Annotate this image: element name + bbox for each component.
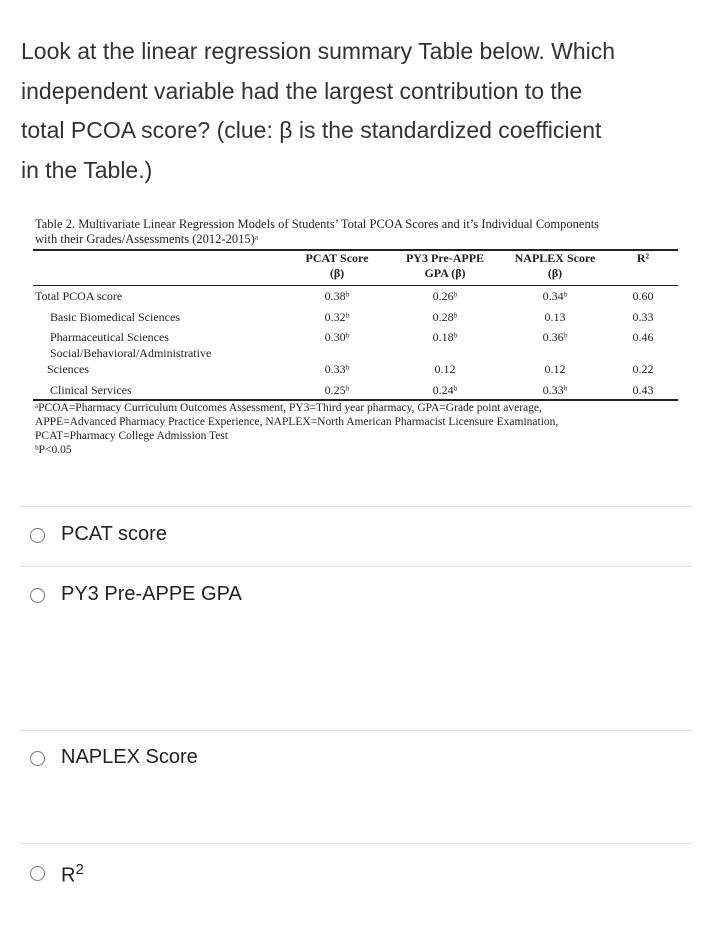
table-cell: 0.34ᵇ [542, 289, 568, 303]
radio-button[interactable] [30, 588, 45, 603]
table-cell: 0.33ᵇ [324, 362, 350, 376]
radio-button[interactable] [30, 751, 45, 766]
table-cell: 0.30ᵇ [324, 330, 350, 344]
column-header: (β) [547, 266, 563, 280]
table-cell: 0.12 [544, 362, 566, 376]
table-cell: 0.26ᵇ [432, 289, 458, 303]
column-header: PY3 Pre-APPE [405, 251, 485, 265]
column-header: NAPLEX Score [514, 251, 596, 265]
column-header: (β) [329, 266, 345, 280]
table-rule [33, 399, 678, 401]
table-cell: 0.28ᵇ [432, 310, 458, 324]
table-cell: 0.13 [544, 310, 566, 324]
question-text: Look at the linear regression summary Ta… [21, 38, 616, 64]
separator [20, 730, 692, 731]
column-header: GPA (β) [424, 266, 466, 280]
table-cell: 0.36ᵇ [542, 330, 568, 344]
table-cell: 0.32ᵇ [324, 310, 350, 324]
row-label: Sciences [47, 362, 89, 376]
column-header: R² [636, 251, 650, 265]
option-text[interactable]: NAPLEX Score [61, 746, 198, 768]
row-label: Pharmaceutical Sciences [50, 330, 169, 344]
table-cell: 0.22 [632, 362, 654, 376]
question-text: in the Table.) [21, 156, 153, 183]
table-caption: with their Grades/Assessments (2012-2015… [35, 232, 259, 246]
radio-button[interactable] [30, 866, 45, 881]
table-cell: 0.33 [632, 310, 654, 324]
option-superscript[interactable]: 2 [75, 861, 84, 878]
table-cell: 0.43 [632, 383, 654, 397]
row-label: Basic Biomedical Sciences [50, 310, 180, 324]
table-cell: 0.38ᵇ [324, 289, 350, 303]
table-cell: 0.25ᵇ [324, 383, 350, 397]
option-text[interactable]: PCAT score [61, 523, 167, 545]
separator [20, 506, 692, 507]
table-footnote: ᵃPCOA=Pharmacy Curriculum Outcomes Asses… [35, 402, 542, 414]
question-text: independent variable had the largest con… [21, 77, 583, 104]
table-cell: 0.46 [632, 330, 654, 344]
table-footnote: PCAT=Pharmacy College Admission Test [35, 430, 228, 442]
table-rule [33, 249, 678, 251]
column-header: PCAT Score [305, 251, 369, 265]
row-label: Clinical Services [50, 383, 132, 397]
separator [20, 566, 692, 567]
answer-option[interactable]: PY3 Pre-APPE GPA [61, 583, 242, 606]
answer-option[interactable]: R2 [61, 861, 84, 888]
row-label: Total PCOA score [35, 289, 123, 303]
table-cell: 0.60 [632, 289, 654, 303]
answer-option[interactable]: NAPLEX Score [61, 746, 198, 769]
radio-button[interactable] [30, 528, 45, 543]
option-text[interactable]: R [61, 864, 76, 887]
table-cell: 0.24ᵇ [432, 383, 458, 397]
table-cell: 0.33ᵇ [542, 383, 568, 397]
table-footnote: APPE=Advanced Pharmacy Practice Experien… [35, 416, 559, 428]
table-rule [33, 285, 678, 286]
row-label: Social/Behavioral/Administrative [50, 346, 212, 360]
question-text: total PCOA score? (clue: β is the standa… [21, 117, 602, 143]
table-cell: 0.12 [434, 362, 456, 376]
option-text[interactable]: PY3 Pre-APPE GPA [61, 583, 242, 605]
table-footnote: ᵇP<0.05 [35, 444, 72, 456]
answer-option[interactable]: PCAT score [61, 523, 167, 546]
table-caption: Table 2. Multivariate Linear Regression … [35, 217, 600, 231]
table-cell: 0.18ᵇ [432, 330, 458, 344]
separator [20, 843, 692, 844]
